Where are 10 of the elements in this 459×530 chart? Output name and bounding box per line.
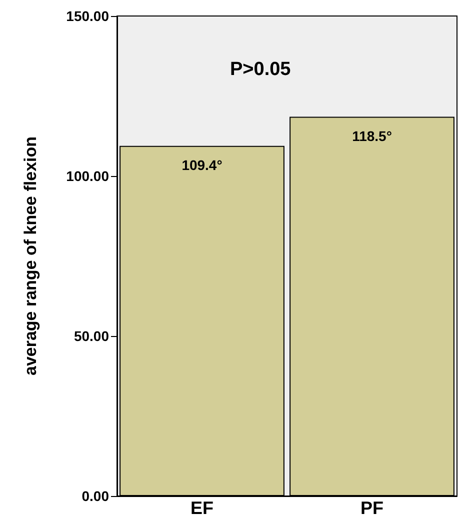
data-label: 118.5°: [352, 128, 392, 144]
data-label: 109.4°: [182, 156, 222, 173]
annotation: P>0.05: [230, 59, 292, 80]
y-tick-label: 0.00: [82, 488, 110, 504]
y-axis-title: average range of knee flexion: [21, 136, 40, 376]
y-tick-label: 150.00: [66, 8, 110, 24]
x-tick-label: PF: [360, 498, 384, 518]
y-tick-label: 50.00: [74, 328, 110, 344]
x-tick-label: EF: [190, 498, 214, 518]
y-tick-label: 100.00: [66, 168, 110, 184]
